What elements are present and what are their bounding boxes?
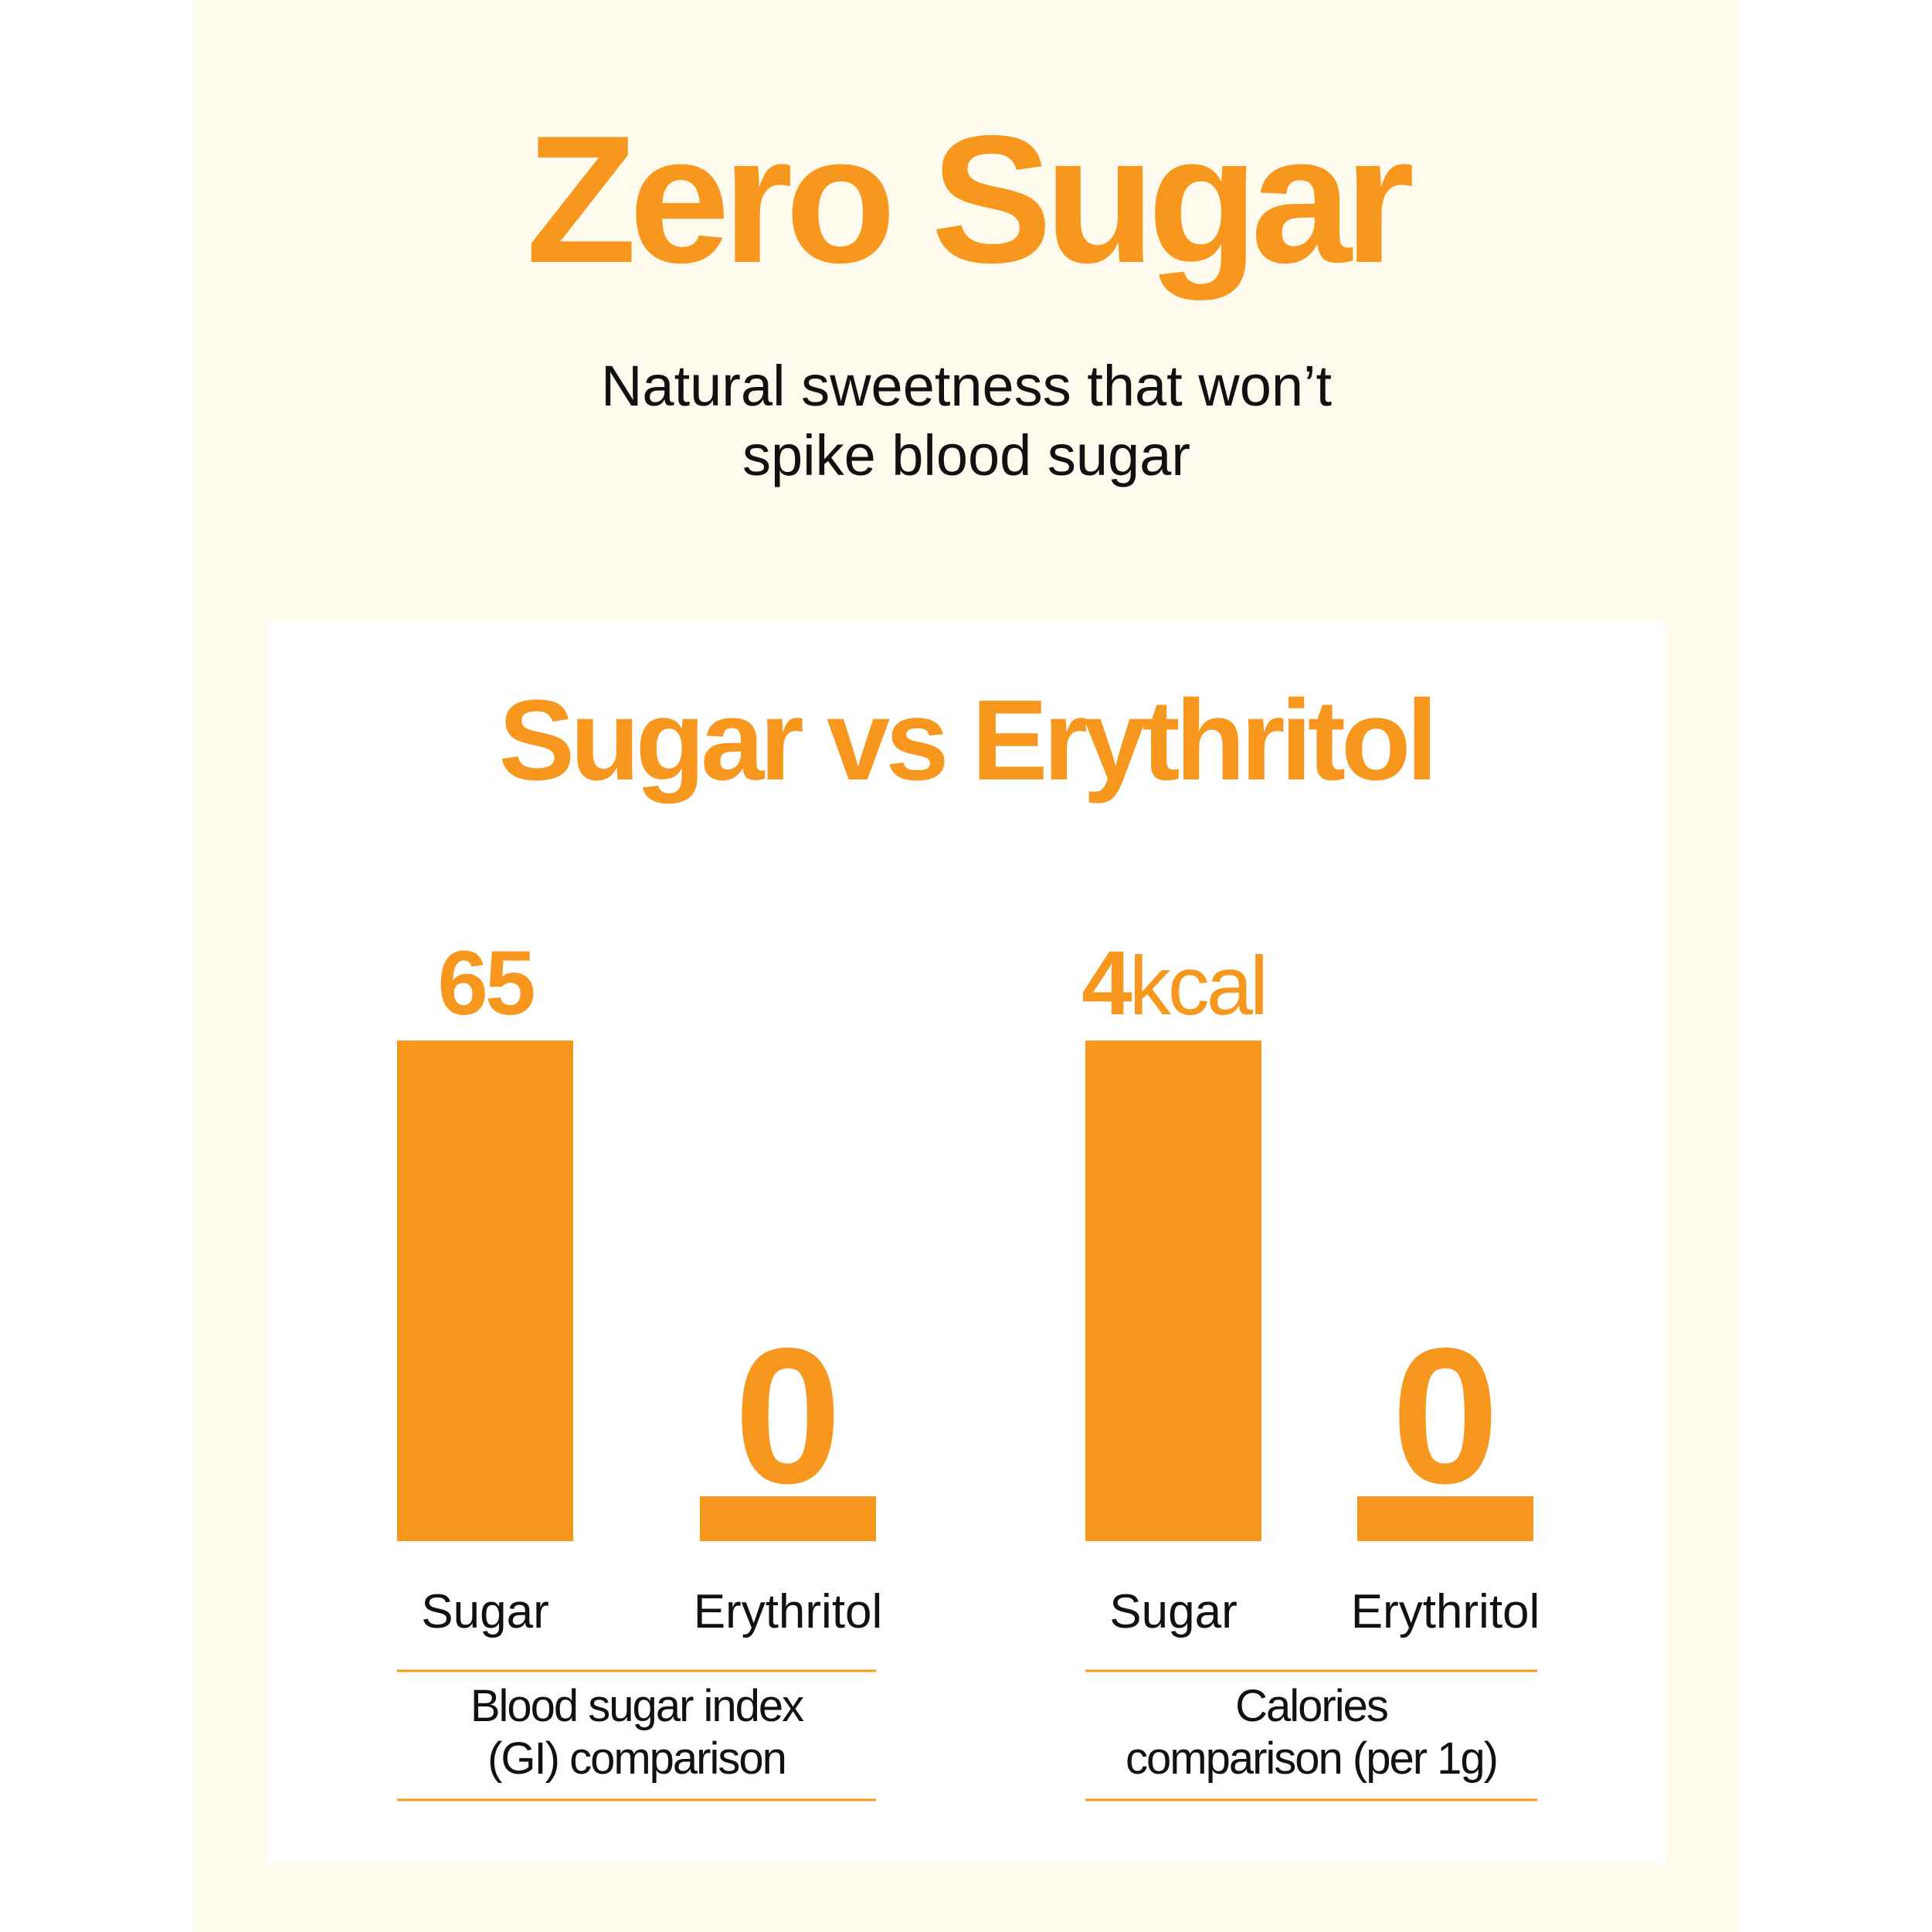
page-subtitle: Natural sweetness that won’t spike blood… [194,351,1739,491]
calories-unit-label: kcal [1129,939,1265,1032]
gi-value-label-sugar: 65 [437,932,534,1034]
calories-bar-erythritol [1357,1496,1533,1541]
gi-category-label-sugar: Sugar [421,1585,548,1638]
gi-bar-erythritol [700,1496,876,1541]
gi-value-label-erythritol: 0 [734,1308,841,1523]
subtitle-line-1: Natural sweetness that won’t [600,354,1333,418]
calories-value-label-erythritol: 0 [1391,1308,1499,1523]
calories-category-label-sugar: Sugar [1109,1585,1237,1638]
gi-chart-caption: Blood sugar index (GI) comparison [397,1680,876,1785]
calories-bar-sugar [1085,1041,1261,1541]
page-title: Zero Sugar [525,97,1415,300]
subtitle-line-2: spike blood sugar [742,423,1191,487]
calories-chart-caption: Calories comparison (per 1g) [1085,1680,1537,1785]
calories-value-label-sugar: 4kcal [1081,932,1265,1034]
calories-category-label-erythritol: Erythritol [1351,1585,1540,1638]
calories-caption-line-2: comparison (per 1g) [1126,1733,1499,1784]
gi-caption-line-2: (GI) comparison [487,1733,787,1784]
gi-bar-sugar [397,1041,573,1541]
calories-caption-line-1: Calories [1235,1681,1389,1731]
chart-title: Sugar vs Erythritol [498,677,1438,804]
gi-caption-line-1: Blood sugar index [470,1681,804,1731]
gi-category-label-erythritol: Erythritol [694,1585,883,1638]
